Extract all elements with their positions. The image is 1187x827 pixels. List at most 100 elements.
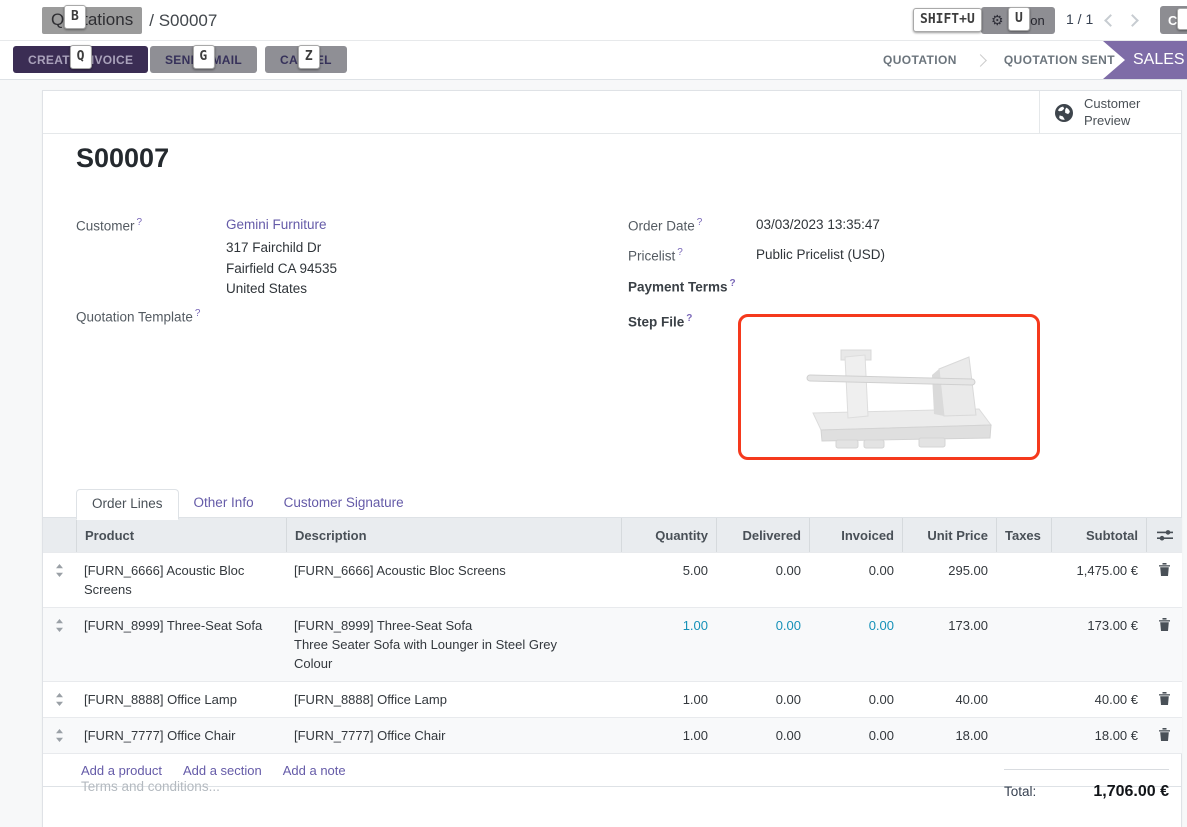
trash-icon [1158, 692, 1170, 705]
send-email-button[interactable]: SEND EMAIL G [150, 45, 258, 73]
kbd-hint-cancel: Z [297, 45, 321, 69]
header-unit-price[interactable]: Unit Price [902, 518, 996, 552]
delete-row-button[interactable] [1146, 608, 1182, 681]
total-value: 1,706.00 € [1093, 783, 1169, 800]
drag-handle-icon[interactable] [43, 608, 76, 681]
delete-row-button[interactable] [1146, 682, 1182, 717]
create-invoice-button[interactable]: CREATE INVOICE Q [13, 45, 149, 73]
cell-taxes[interactable] [996, 682, 1051, 717]
drag-handle-icon[interactable] [43, 553, 76, 607]
trash-icon [1158, 563, 1170, 576]
kbd-hint-send-email: G [192, 45, 215, 69]
help-icon: ? [136, 217, 143, 228]
cell-product[interactable]: [FURN_7777] Office Chair [84, 728, 236, 743]
header-description[interactable]: Description [286, 518, 621, 552]
step-file-preview[interactable] [738, 314, 1040, 460]
cell-quantity[interactable]: 1.00 [682, 618, 708, 633]
pager-next-icon[interactable] [1126, 14, 1139, 27]
cell-product[interactable]: [FURN_8888] Office Lamp [84, 692, 237, 707]
cancel-button[interactable]: CANCEL Z [265, 45, 347, 73]
add-a-product-link[interactable]: Add a product [81, 762, 162, 778]
corner-button[interactable]: C [1160, 6, 1187, 34]
cell-subtotal: 18.00 € [1094, 728, 1138, 743]
header-product[interactable]: Product [76, 518, 286, 552]
payment-terms-field-label: Payment Terms? [628, 278, 736, 295]
optional-columns-button[interactable] [1146, 518, 1182, 552]
cell-delivered[interactable]: 0.00 [775, 563, 801, 578]
cell-description[interactable]: [FURN_6666] Acoustic Bloc Screens [294, 563, 506, 578]
kbd-hint-create-invoice: Q [69, 45, 92, 69]
cell-quantity[interactable]: 5.00 [682, 563, 708, 578]
globe-icon [1055, 103, 1073, 122]
cell-delivered[interactable]: 0.00 [775, 618, 801, 633]
cell-unit-price[interactable]: 295.00 [948, 563, 988, 578]
table-row[interactable]: [FURN_8888] Office Lamp [FURN_8888] Offi… [43, 681, 1182, 717]
add-a-note-link[interactable]: Add a note [282, 762, 346, 778]
header-taxes[interactable]: Taxes [996, 518, 1051, 552]
tab-order-lines[interactable]: Order Lines [76, 489, 179, 520]
customer-field-label: Customer? [76, 217, 143, 234]
breadcrumb-record-name: S00007 [158, 10, 218, 30]
cell-delivered[interactable]: 0.00 [775, 728, 801, 743]
cell-subtotal: 1,475.00 € [1076, 563, 1138, 578]
tab-other-info[interactable]: Other Info [193, 495, 254, 510]
customer-preview-button[interactable]: Customer Preview [1039, 91, 1181, 134]
customer-field-value[interactable]: Gemini Furniture [226, 217, 327, 232]
cell-unit-price[interactable]: 40.00 [955, 692, 988, 707]
header-invoiced[interactable]: Invoiced [809, 518, 902, 552]
drag-handle-icon[interactable] [43, 682, 76, 717]
header-delivered[interactable]: Delivered [716, 518, 809, 552]
delete-row-button[interactable] [1146, 553, 1182, 607]
quotation-template-field-value[interactable] [226, 308, 606, 326]
cell-taxes[interactable] [996, 718, 1051, 753]
tab-customer-signature[interactable]: Customer Signature [283, 495, 404, 510]
terms-and-conditions-input[interactable]: Terms and conditions... [81, 779, 220, 794]
pricelist-field-value[interactable]: Public Pricelist (USD) [756, 247, 886, 262]
cell-product[interactable]: [FURN_6666] Acoustic Bloc Screens [84, 563, 245, 597]
total-label: Total: [1004, 784, 1037, 799]
cell-subtotal: 173.00 € [1087, 618, 1138, 633]
add-a-section-link[interactable]: Add a section [182, 762, 262, 778]
table-row[interactable]: [FURN_6666] Acoustic Bloc Screens [FURN_… [43, 552, 1182, 607]
top-navbar: Quotations B / S00007 SHIFT+U ⚙ Action U… [0, 0, 1187, 41]
pager-counter: 1 / 1 [1066, 11, 1094, 27]
header-subtotal[interactable]: Subtotal [1051, 518, 1146, 552]
delete-row-button[interactable] [1146, 718, 1182, 753]
cell-taxes[interactable] [996, 553, 1051, 607]
cell-product[interactable]: [FURN_8999] Three-Seat Sofa [84, 618, 263, 633]
header-quantity[interactable]: Quantity [621, 518, 716, 552]
corner-button-label: C [1168, 12, 1178, 28]
cell-unit-price[interactable]: 173.00 [948, 618, 988, 633]
drag-handle-icon[interactable] [43, 718, 76, 753]
customer-address: 317 Fairchild Dr Fairfield CA 94535 Unit… [226, 238, 337, 300]
cell-delivered[interactable]: 0.00 [775, 692, 801, 707]
breadcrumb-record: / S00007 [149, 11, 217, 31]
cell-unit-price[interactable]: 18.00 [955, 728, 988, 743]
action-menu-button[interactable]: ⚙ Action U [981, 7, 1055, 34]
payment-terms-field-value[interactable] [756, 278, 1036, 296]
cell-description[interactable]: [FURN_8888] Office Lamp [294, 692, 447, 707]
cell-quantity[interactable]: 1.00 [682, 692, 708, 707]
stage-quotation[interactable]: QUOTATION [883, 53, 957, 67]
cell-invoiced[interactable]: 0.00 [868, 563, 894, 578]
cell-taxes[interactable] [996, 608, 1051, 681]
table-row[interactable]: [FURN_7777] Office Chair [FURN_7777] Off… [43, 717, 1182, 753]
help-icon: ? [696, 217, 703, 228]
breadcrumb-app-link[interactable]: Quotations B [42, 5, 143, 34]
cell-invoiced[interactable]: 0.00 [868, 692, 894, 707]
address-line: 317 Fairchild Dr [226, 240, 322, 255]
tabbar-divider [43, 517, 1181, 518]
sliders-icon [1156, 529, 1173, 540]
cell-invoiced[interactable]: 0.00 [868, 618, 894, 633]
table-row[interactable]: [FURN_8999] Three-Seat Sofa [FURN_8999] … [43, 607, 1182, 681]
stage-quotation-sent[interactable]: QUOTATION SENT [1003, 53, 1115, 67]
cell-description[interactable]: [FURN_8999] Three-Seat Sofa Three Seater… [294, 618, 558, 671]
cell-description[interactable]: [FURN_7777] Office Chair [294, 728, 446, 743]
cell-invoiced[interactable]: 0.00 [868, 728, 894, 743]
cell-quantity[interactable]: 1.00 [682, 728, 708, 743]
pager-previous-icon[interactable] [1104, 14, 1117, 27]
order-date-field-value[interactable]: 03/03/2023 13:35:47 [756, 217, 880, 232]
breadcrumb-separator: / [149, 10, 154, 30]
trash-icon [1158, 728, 1170, 741]
step-file-field-label: Step File? [628, 313, 693, 330]
